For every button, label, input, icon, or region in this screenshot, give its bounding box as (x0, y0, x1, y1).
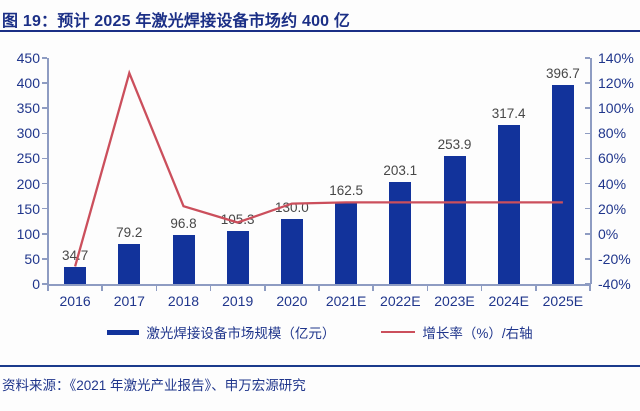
y-axis-left-tick (42, 157, 47, 160)
bar-2022E (389, 181, 412, 284)
x-axis-label: 2024E (488, 293, 529, 309)
bar-value-label: 79.2 (116, 225, 143, 241)
bar-value-label: 253.9 (437, 137, 472, 153)
x-axis-label: 2016 (59, 293, 91, 309)
source-note: 资料来源：《2021 年激光产业报告》、申万宏源研究 (2, 378, 306, 393)
bar-2019 (226, 231, 249, 284)
y-axis-left-label: 50 (24, 250, 40, 267)
x-axis-label: 2017 (113, 293, 145, 309)
y-axis-left-tick (42, 283, 47, 285)
legend: 激光焊接设备市场规模（亿元） 增长率（%）/右轴 (0, 322, 640, 342)
x-axis-tick (47, 285, 49, 291)
y-axis-left-label: 100 (16, 225, 40, 242)
bar-value-label: 317.4 (491, 105, 526, 121)
x-axis-tick (372, 285, 374, 291)
x-axis-tick (101, 285, 103, 291)
y-axis-left-label: 0 (32, 276, 40, 292)
x-axis-label: 2019 (222, 293, 254, 309)
y-axis-left-tick (42, 182, 47, 185)
y-axis-right-tick (585, 132, 590, 135)
bar-2018 (172, 235, 195, 284)
x-axis-tick (589, 285, 591, 291)
y-axis-left-label: 250 (16, 150, 40, 167)
y-axis-right-tick (585, 207, 590, 210)
x-axis-tick (264, 285, 266, 291)
bar-2025E (551, 84, 574, 284)
y-axis-right-label: 120% (598, 75, 634, 92)
y-axis-left-label: 350 (16, 100, 40, 117)
bar-series-label: 激光焊接设备市场规模（亿元） (146, 326, 336, 341)
y-axis-left-tick (42, 207, 47, 210)
y-axis-right-label: 40% (598, 175, 627, 192)
y-axis-right-tick (585, 258, 590, 260)
y-axis-left-tick (42, 107, 47, 109)
y-axis-left-tick (42, 82, 47, 84)
x-axis-tick (426, 285, 429, 291)
figure-title: 图 19：预计 2025 年激光焊接设备市场约 400 亿 (2, 13, 351, 30)
y-axis-right-tick (585, 157, 590, 160)
y-axis-right-label: 60% (598, 150, 627, 167)
y-axis-right-label: -40% (598, 276, 631, 292)
y-axis-left-tick (42, 258, 47, 260)
y-axis-right-label: 0% (598, 225, 619, 242)
line-series-label: 增长率（%）/右轴 (422, 326, 533, 341)
y-axis-right-label: 20% (598, 200, 627, 217)
x-axis-label: 2018 (167, 293, 200, 309)
bar-2016 (64, 266, 87, 284)
bar-series-swatch (107, 329, 140, 335)
y-axis-left-label: 400 (16, 75, 40, 92)
y-axis-right-tick (585, 82, 590, 84)
growth-rate-polyline (73, 69, 563, 267)
y-axis-right-label: -20% (598, 250, 631, 267)
y-axis-right-tick (585, 57, 590, 59)
y-axis-left-label: 450 (16, 50, 40, 66)
x-axis-tick (535, 285, 537, 291)
x-axis-tick (155, 285, 158, 291)
x-axis-tick (318, 285, 320, 291)
bar-value-label: 34.7 (61, 247, 89, 263)
bar-value-label: 396.7 (545, 65, 580, 81)
y-axis-right (590, 58, 592, 284)
footer-divider (0, 365, 640, 367)
legend-item-market-size: 激光焊接设备市场规模（亿元） (107, 322, 335, 342)
x-axis-label: 2020 (276, 293, 308, 309)
y-axis-right-tick (585, 233, 590, 235)
x-axis-tick (480, 285, 483, 291)
y-axis-right-tick (585, 107, 590, 109)
y-axis-left-tick (42, 57, 47, 59)
x-axis-label: 2025E (542, 293, 584, 309)
x-axis-tick (209, 285, 212, 291)
bar-2021E (335, 202, 358, 284)
bar-2024E (497, 124, 520, 284)
bar-2017 (118, 244, 141, 284)
x-axis-label: 2021E (325, 293, 367, 309)
x-axis-label: 2022E (380, 293, 421, 309)
y-axis-right-label: 100% (598, 100, 634, 117)
x-axis-baseline (47, 284, 591, 286)
x-axis-label: 2023E (434, 293, 475, 309)
y-axis-right-tick (585, 182, 590, 185)
y-axis-left-label: 200 (16, 175, 40, 192)
bar-2023E (443, 156, 466, 284)
y-axis-left (47, 58, 49, 284)
y-axis-right-tick (585, 283, 590, 285)
y-axis-right-label: 80% (598, 125, 627, 142)
bar-value-label: 162.5 (329, 183, 363, 199)
y-axis-right-label: 140% (598, 50, 634, 66)
title-divider (0, 30, 640, 32)
y-axis-left-label: 150 (16, 200, 40, 217)
y-axis-left-tick (42, 233, 47, 235)
line-series-swatch (381, 330, 416, 334)
legend-item-growth-rate: 增长率（%）/右轴 (381, 322, 533, 342)
bar-value-label: 96.8 (170, 216, 197, 232)
bar-2020 (280, 218, 303, 284)
bar-value-label: 105.3 (220, 212, 255, 228)
bar-value-label: 203.1 (383, 162, 418, 178)
y-axis-left-tick (42, 132, 47, 135)
y-axis-left-label: 300 (16, 125, 40, 142)
